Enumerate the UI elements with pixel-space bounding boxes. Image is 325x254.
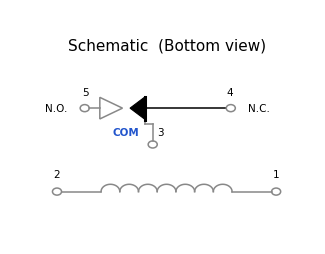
Text: N.C.: N.C. xyxy=(248,104,270,114)
Text: 1: 1 xyxy=(273,169,280,179)
Text: 4: 4 xyxy=(226,88,233,98)
Text: 5: 5 xyxy=(83,88,89,98)
Text: Schematic  (Bottom view): Schematic (Bottom view) xyxy=(68,38,266,53)
Text: 2: 2 xyxy=(54,169,60,179)
Text: 3: 3 xyxy=(157,127,164,137)
Polygon shape xyxy=(130,97,145,120)
Text: N.O.: N.O. xyxy=(45,104,67,114)
Text: COM: COM xyxy=(112,127,139,137)
